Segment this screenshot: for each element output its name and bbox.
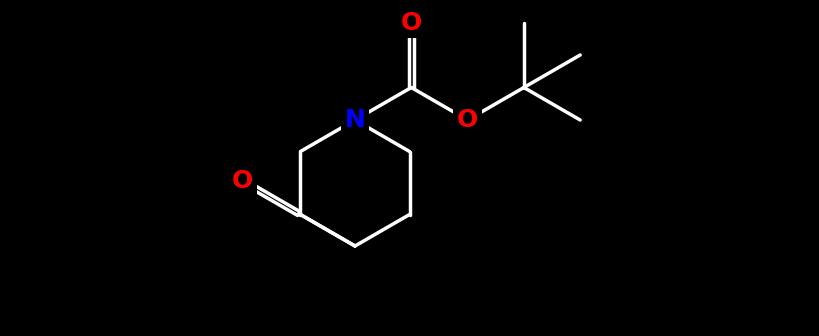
Text: N: N xyxy=(345,108,365,132)
Text: O: O xyxy=(232,169,253,193)
Text: O: O xyxy=(457,108,478,132)
Text: O: O xyxy=(400,10,422,35)
